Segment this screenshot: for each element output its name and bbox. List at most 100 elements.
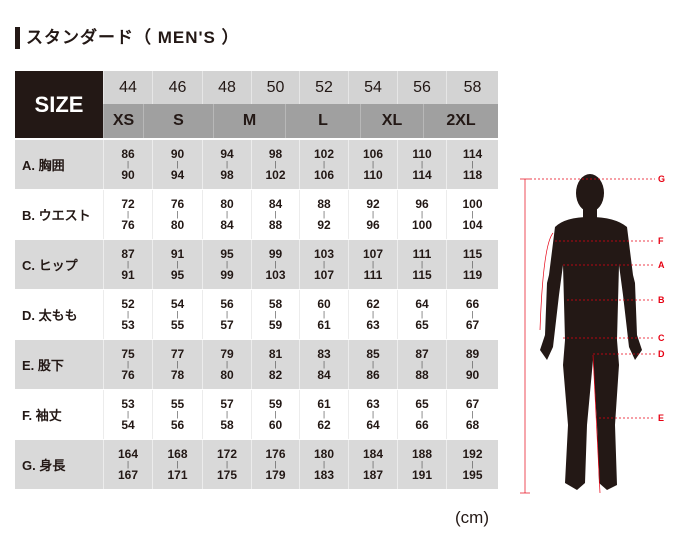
table-cell: 99 | 103 (251, 240, 299, 289)
table-cell: 168 | 171 (152, 440, 202, 489)
range-min: 64 (415, 297, 429, 311)
row-label: B. ウエスト (22, 208, 91, 223)
table-cell: 77 | 78 (152, 340, 202, 389)
range-max: 86 (366, 368, 380, 382)
range-separator: | (371, 310, 375, 319)
range-separator: | (126, 160, 130, 169)
numeric-size-header: 46 (152, 71, 202, 104)
table-cell: 188 | 191 (397, 440, 446, 489)
table-cell: 107 | 111 (348, 240, 397, 289)
range-min: 110 (412, 147, 432, 161)
range-min: 91 (170, 247, 185, 261)
table-cell: 54 | 55 (152, 290, 202, 339)
table-row (15, 240, 498, 289)
range-separator: | (322, 410, 326, 419)
range-separator: | (322, 210, 326, 219)
letter-size-header: S (143, 104, 213, 138)
range-min: 184 (362, 447, 384, 461)
table-cell: 192 | 195 (446, 440, 498, 489)
range-min: 79 (220, 347, 234, 361)
range-min: 58 (268, 297, 283, 311)
range-max: 56 (170, 418, 185, 432)
range-separator: | (471, 360, 474, 369)
table-cell: 96 | 100 (397, 190, 446, 239)
range-separator: | (225, 210, 229, 219)
range-separator: | (420, 160, 424, 169)
table-row (15, 140, 498, 189)
numeric-size-header: 50 (251, 71, 299, 104)
row-label: G. 身長 (22, 458, 66, 473)
range-separator: | (322, 160, 326, 169)
range-max: 54 (121, 418, 135, 432)
table-cell: 184 | 187 (348, 440, 397, 489)
range-separator: | (126, 260, 130, 269)
range-separator: | (471, 460, 474, 469)
range-min: 180 (313, 447, 335, 461)
row-label: D. 太もも (22, 308, 78, 323)
range-separator: | (471, 210, 474, 219)
range-max: 58 (220, 418, 234, 432)
table-cell: 92 | 96 (348, 190, 397, 239)
range-max: 68 (465, 418, 480, 432)
range-min: 85 (366, 347, 380, 361)
range-max: 115 (412, 268, 432, 282)
body-silhouette (540, 174, 642, 490)
numeric-size-header: 44 (103, 71, 152, 104)
letter-size-header: M (213, 104, 285, 138)
range-max: 90 (465, 368, 480, 382)
range-max: 67 (465, 318, 480, 332)
range-separator: | (274, 160, 277, 169)
range-min: 164 (117, 447, 139, 461)
range-min: 63 (366, 397, 380, 411)
range-max: 62 (317, 418, 331, 432)
range-max: 99 (220, 268, 234, 282)
table-cell: 80 | 84 (202, 190, 251, 239)
range-max: 92 (317, 218, 331, 232)
range-min: 103 (313, 247, 335, 261)
range-min: 77 (170, 347, 185, 361)
table-cell: 76 | 80 (152, 190, 202, 239)
range-min: 59 (268, 397, 283, 411)
range-min: 89 (465, 347, 480, 361)
range-min: 67 (465, 397, 480, 411)
range-max: 100 (411, 218, 433, 232)
range-separator: | (471, 160, 474, 169)
range-separator: | (225, 310, 229, 319)
table-cell: 89 | 90 (446, 340, 498, 389)
table-cell: 176 | 179 (251, 440, 299, 489)
row-label: A. 胸囲 (22, 158, 65, 173)
table-cell: 95 | 99 (202, 240, 251, 289)
range-min: 86 (121, 147, 135, 161)
letter-size-header: 2XL (423, 104, 498, 138)
range-separator: | (225, 410, 229, 419)
range-separator: | (176, 410, 179, 419)
range-min: 57 (220, 397, 234, 411)
range-min: 115 (462, 247, 483, 261)
range-max: 60 (268, 418, 283, 432)
table-cell: 79 | 80 (202, 340, 251, 389)
range-min: 60 (317, 297, 331, 311)
range-separator: | (420, 460, 424, 469)
range-separator: | (126, 310, 130, 319)
range-separator: | (274, 210, 277, 219)
range-separator: | (225, 260, 229, 269)
range-max: 55 (170, 318, 185, 332)
range-separator: | (420, 310, 424, 319)
range-separator: | (471, 410, 474, 419)
range-min: 172 (216, 447, 238, 461)
range-max: 84 (220, 218, 234, 232)
table-cell: 61 | 62 (299, 390, 348, 439)
figure-label: B (658, 295, 665, 305)
numeric-size-header: 56 (397, 71, 446, 104)
range-separator: | (176, 160, 179, 169)
table-cell: 84 | 88 (251, 190, 299, 239)
range-min: 52 (121, 297, 135, 311)
range-separator: | (225, 160, 229, 169)
table-cell: 102 | 106 (299, 140, 348, 189)
range-min: 55 (170, 397, 185, 411)
range-min: 56 (220, 297, 234, 311)
range-separator: | (420, 210, 424, 219)
table-cell: 87 | 88 (397, 340, 446, 389)
range-separator: | (126, 460, 130, 469)
table-cell: 111 | 115 (397, 240, 446, 289)
